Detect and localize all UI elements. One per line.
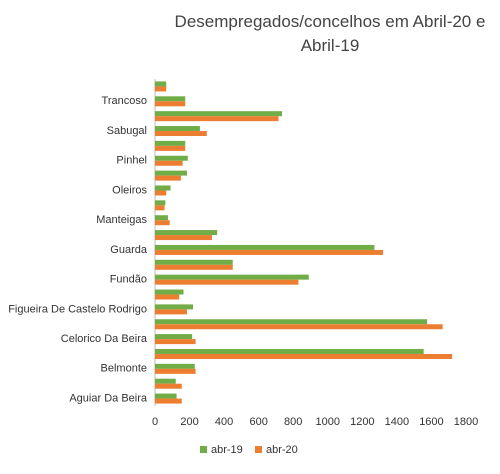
bar [155, 244, 375, 250]
bar [155, 190, 167, 196]
bar [155, 259, 233, 265]
y-tick-label: Manteigas [96, 214, 147, 226]
legend-label: abr-19 [211, 444, 243, 456]
bar [155, 175, 181, 181]
x-tick-label: 1800 [454, 416, 478, 428]
legend-swatch [255, 446, 262, 453]
bar [155, 289, 184, 295]
bar [155, 264, 233, 270]
bar [155, 398, 182, 404]
bar [155, 230, 218, 236]
y-tick-label: Figueira De Castelo Rodrigo [8, 303, 147, 315]
y-tick-label: Oleiros [112, 184, 147, 196]
bar [155, 140, 186, 146]
bar [155, 145, 186, 151]
x-tick-label: 400 [215, 416, 233, 428]
bar [155, 274, 309, 280]
bar [155, 170, 187, 176]
bar [155, 160, 183, 166]
bar [155, 294, 180, 300]
bar [155, 383, 182, 389]
x-tick-label: 1600 [419, 416, 443, 428]
y-tick-label: Sabugal [107, 125, 147, 137]
bar [155, 368, 196, 374]
x-tick-label: 600 [249, 416, 267, 428]
bar [155, 378, 176, 384]
y-tick-label: Celorico Da Beira [61, 333, 148, 345]
bar [155, 324, 443, 330]
bar [155, 279, 299, 285]
y-tick-label: Aguiar Da Beira [69, 392, 148, 404]
bar [155, 185, 171, 191]
bar [155, 205, 165, 211]
y-tick-label: Guarda [110, 244, 148, 256]
bar [155, 96, 186, 102]
x-tick-label: 1400 [385, 416, 409, 428]
bar [155, 249, 384, 255]
bar [155, 363, 195, 369]
legend-label: abr-20 [266, 444, 298, 456]
bar [155, 131, 207, 137]
bar [155, 348, 424, 354]
y-tick-label: Pinhel [116, 155, 147, 167]
chart-title: Desempregados/concelhos em Abril-20 e Ab… [174, 12, 486, 55]
bar [155, 81, 167, 87]
bar [155, 353, 453, 359]
bar [155, 319, 428, 325]
x-tick-label: 1200 [350, 416, 374, 428]
bar [155, 339, 196, 345]
bar [155, 215, 168, 221]
x-tick-label: 800 [284, 416, 302, 428]
bar [155, 309, 187, 315]
bar [155, 235, 213, 241]
bar [155, 304, 194, 310]
y-tick-label: Fundão [110, 274, 147, 286]
bar [155, 101, 186, 107]
bar [155, 111, 282, 117]
bar [155, 116, 279, 122]
bar [155, 220, 170, 226]
bar [155, 86, 167, 92]
y-tick-label: Trancoso [102, 95, 147, 107]
x-tick-label: 0 [152, 416, 158, 428]
bar [155, 126, 200, 132]
bar [155, 334, 193, 340]
legend-swatch [200, 446, 207, 453]
x-tick-label: 1000 [316, 416, 340, 428]
y-tick-label: Belmonte [101, 363, 147, 375]
bar [155, 200, 166, 206]
bar [155, 155, 188, 161]
x-tick-label: 200 [180, 416, 198, 428]
bar [155, 393, 177, 399]
